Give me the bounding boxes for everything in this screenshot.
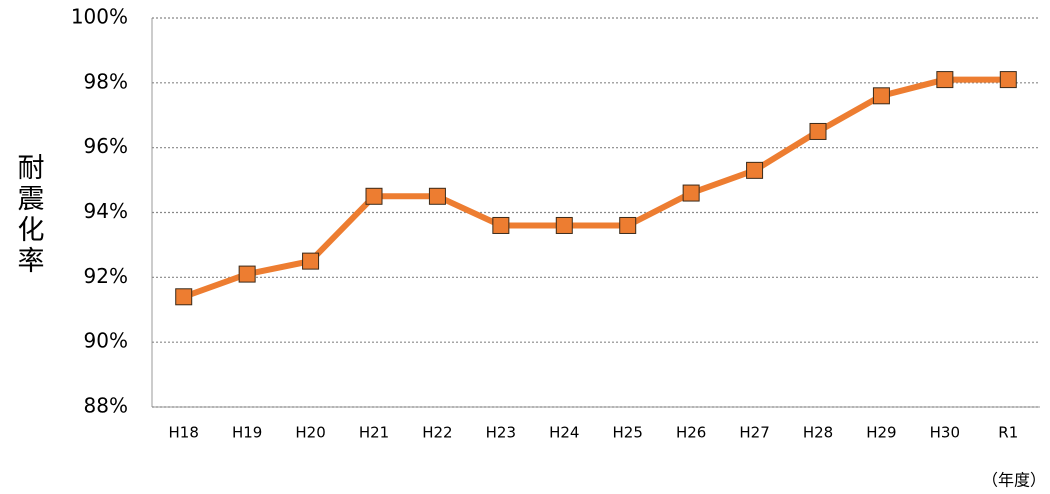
marker xyxy=(365,187,383,205)
line xyxy=(182,76,1009,300)
x-tick-label: H27 xyxy=(739,424,769,442)
marker xyxy=(619,216,637,234)
marker xyxy=(555,216,573,234)
x-tick-label: H29 xyxy=(866,424,896,442)
x-tick-label: H23 xyxy=(486,424,516,442)
marker xyxy=(175,288,193,306)
marker xyxy=(872,87,890,105)
x-tick-label: R1 xyxy=(998,424,1018,442)
x-tick-label: H25 xyxy=(613,424,643,442)
x-tick-label: H22 xyxy=(422,424,452,442)
marker xyxy=(428,187,446,205)
x-tick-label: H28 xyxy=(803,424,833,442)
x-tick-label: H20 xyxy=(295,424,325,442)
x-tick-label: H24 xyxy=(549,424,579,442)
x-tick-label: H30 xyxy=(930,424,960,442)
x-tick-label: H19 xyxy=(232,424,262,442)
x-tick-label: H18 xyxy=(169,424,199,442)
x-axis-title: （年度） xyxy=(982,471,1046,490)
y-tick-label: 96% xyxy=(84,134,128,158)
y-tick-label: 100% xyxy=(71,5,128,29)
y-tick-label: 94% xyxy=(84,199,128,223)
marker xyxy=(809,122,827,140)
marker xyxy=(302,252,320,270)
marker xyxy=(936,71,954,89)
marker xyxy=(682,184,700,202)
x-tick-label: H21 xyxy=(359,424,389,442)
marker xyxy=(746,161,764,179)
marker xyxy=(238,265,256,283)
y-tick-label: 90% xyxy=(84,329,128,353)
marker xyxy=(999,71,1017,89)
y-tick-label: 92% xyxy=(84,264,128,288)
y-tick-label: 98% xyxy=(84,69,128,93)
marker xyxy=(492,216,510,234)
y-tick-label: 88% xyxy=(84,394,128,418)
x-tick-label: H26 xyxy=(676,424,706,442)
y-axis-title: 耐震化率 xyxy=(13,153,45,277)
